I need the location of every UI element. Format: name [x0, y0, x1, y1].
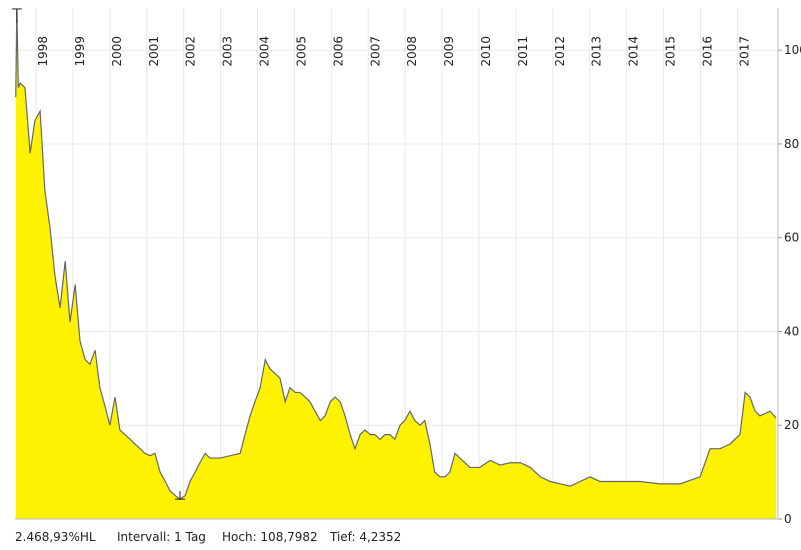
x-tick-label: 2011	[516, 36, 530, 67]
footer-text: Tief: 4,2352	[329, 530, 401, 544]
x-tick-label: 2009	[442, 36, 456, 67]
y-tick-label: 60	[784, 231, 799, 245]
x-tick-label: 2014	[627, 36, 641, 67]
x-tick-label: 2003	[221, 36, 235, 67]
x-tick-label: 2007	[368, 36, 382, 67]
x-tick-label: 1998	[36, 36, 50, 67]
x-tick-label: 2002	[184, 36, 198, 67]
x-tick-label: 2008	[405, 36, 419, 67]
x-tick-label: 2010	[479, 36, 493, 67]
y-tick-label: 100	[784, 43, 801, 57]
x-tick-label: 2013	[590, 36, 604, 67]
x-tick-label: 2001	[147, 36, 161, 67]
x-tick-label: 2017	[737, 36, 751, 67]
y-tick-label: 80	[784, 137, 799, 151]
line	[15, 8, 777, 500]
footer-text: Hoch: 108,7982	[222, 530, 318, 544]
y-tick-label: 40	[784, 324, 799, 338]
x-tick-label: 2015	[664, 36, 678, 67]
footer-text: 2.468,93%HL	[15, 530, 96, 544]
y-tick-label: 20	[784, 418, 799, 432]
x-tick-label: 2012	[553, 36, 567, 67]
x-tick-label: 1999	[73, 36, 87, 67]
y-tick-label: 0	[784, 512, 792, 526]
x-tick-label: 2005	[294, 36, 308, 67]
x-tick-label: 2006	[331, 36, 345, 67]
x-tick-label: 2000	[110, 36, 124, 67]
x-tick-label: 2004	[258, 36, 272, 67]
footer-text: Intervall: 1 Tag	[117, 530, 206, 544]
x-tick-label: 2016	[700, 36, 714, 67]
area	[15, 8, 777, 519]
